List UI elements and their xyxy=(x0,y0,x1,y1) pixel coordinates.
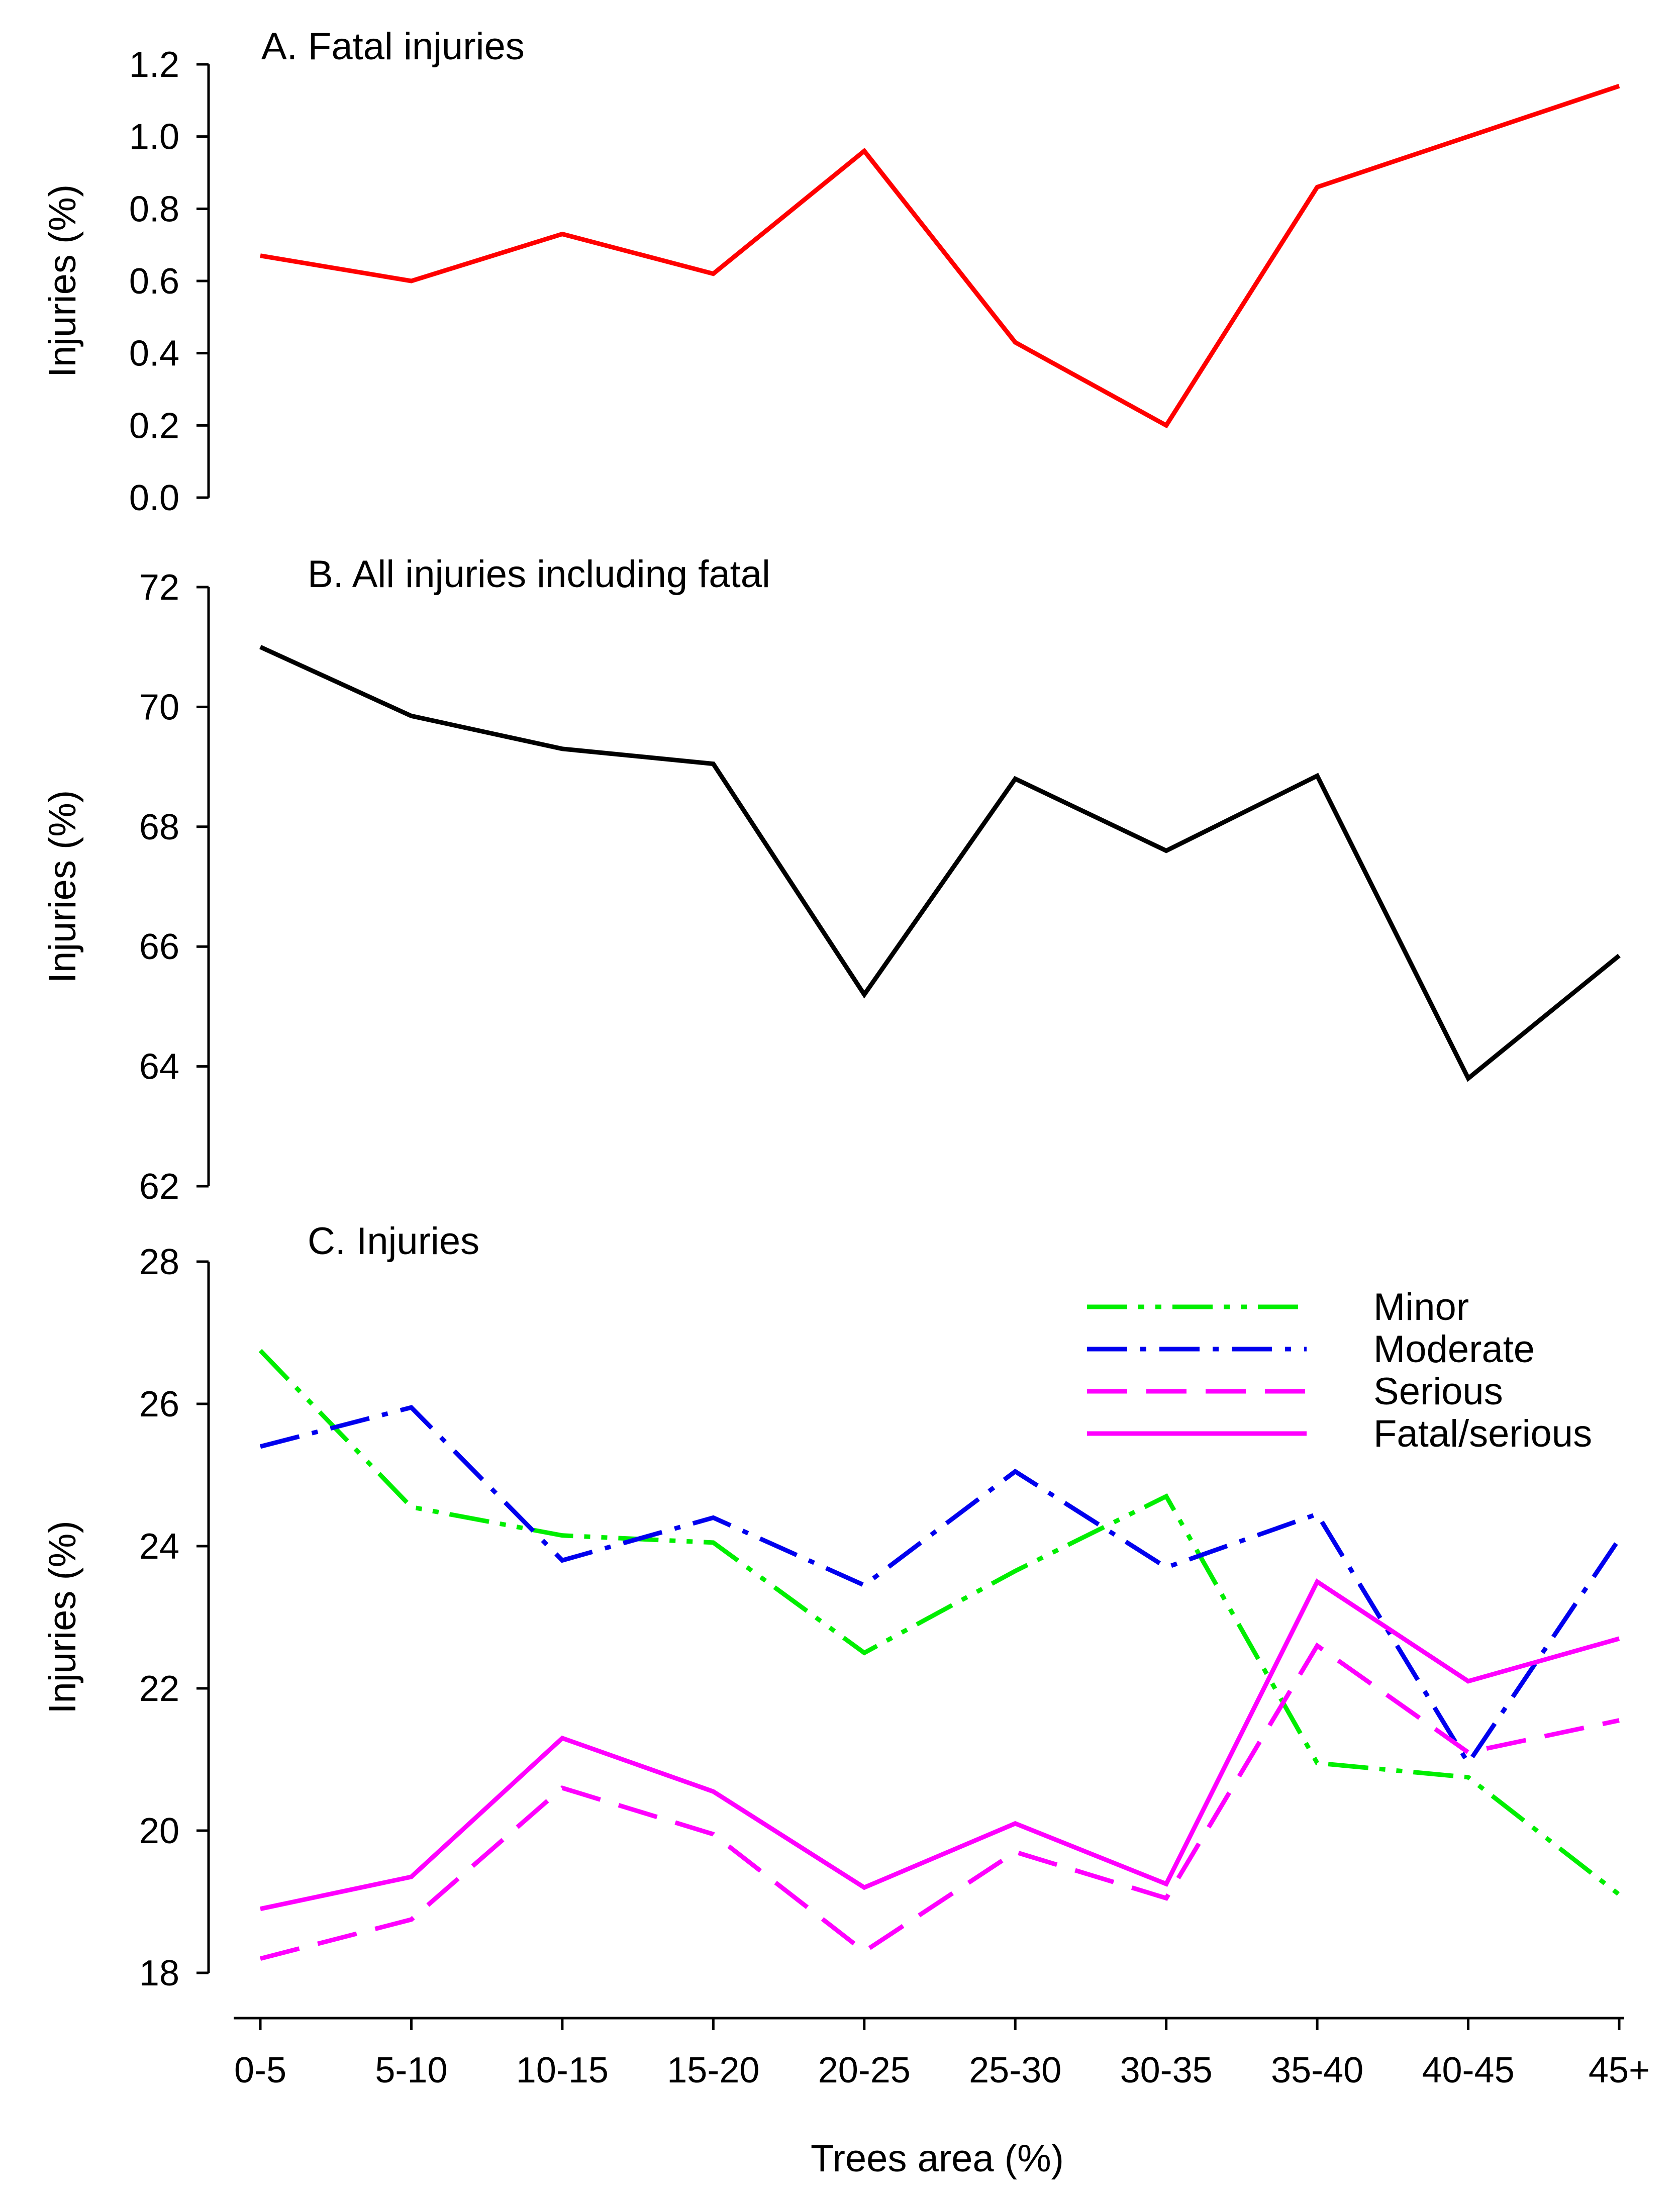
y-tick-label: 28 xyxy=(139,1242,179,1282)
panel-title: C. Injuries xyxy=(308,1220,479,1263)
shared-x-axis: 0-5 5-10 10-15 15-20 20-25 25-30 30-35 35-40 40-… xyxy=(234,2017,1650,2180)
x-tick-label: 15-20 xyxy=(667,2050,759,2090)
x-tick-label: 20-25 xyxy=(818,2050,911,2090)
x-tick-label: 5-10 xyxy=(375,2050,447,2090)
panel-b-all-injuries: B. All injuries including fatal 62 64 66 68 7… xyxy=(41,553,1621,1207)
y-tick-label: 18 xyxy=(139,1953,179,1993)
x-tick-label: 10-15 xyxy=(516,2050,609,2090)
y-tick-label: 64 xyxy=(139,1047,179,1087)
y-tick-label: 0.2 xyxy=(129,406,179,446)
y-tick-label: 68 xyxy=(139,807,179,847)
x-tick-label: 35-40 xyxy=(1271,2050,1363,2090)
y-tick-label: 62 xyxy=(139,1167,179,1207)
y-tick-label: 72 xyxy=(139,567,179,608)
legend-label-moderate: Moderate xyxy=(1373,1328,1535,1371)
x-tick-label: 0-5 xyxy=(234,2050,286,2090)
y-tick-label: 0.8 xyxy=(129,189,179,229)
y-axis-title: Injuries (%) xyxy=(41,184,84,377)
series-line-fatal xyxy=(260,83,1620,429)
x-tick-label: 40-45 xyxy=(1422,2050,1514,2090)
y-tick-label: 70 xyxy=(139,687,179,727)
y-axis-title: Injuries (%) xyxy=(41,1520,84,1714)
legend-label-minor: Minor xyxy=(1373,1286,1469,1328)
series-line-fatal-serious xyxy=(260,1578,1620,1912)
y-tick-label: 1.2 xyxy=(129,45,179,85)
x-tick-label: 25-30 xyxy=(969,2050,1061,2090)
panel-title: A. Fatal injuries xyxy=(261,25,525,68)
y-tick-label: 0.4 xyxy=(129,334,179,374)
y-tick-label: 1.0 xyxy=(129,117,179,157)
x-tick-label: 45+ xyxy=(1589,2050,1650,2090)
legend-label-fatal-serious: Fatal/serious xyxy=(1373,1412,1592,1455)
series-line-serious xyxy=(259,1642,1620,1961)
x-axis-title: Trees area (%) xyxy=(811,2137,1064,2180)
y-tick-label: 24 xyxy=(139,1527,179,1567)
y-tick-label: 22 xyxy=(139,1669,179,1709)
y-tick-label: 66 xyxy=(139,927,179,967)
panel-title: B. All injuries including fatal xyxy=(308,553,770,596)
y-tick-label: 20 xyxy=(139,1811,179,1851)
series-line-all-injuries xyxy=(259,645,1621,1082)
series-line-moderate xyxy=(259,1405,1621,1767)
legend-label-serious: Serious xyxy=(1373,1370,1503,1413)
y-axis-title: Injuries (%) xyxy=(41,790,84,983)
panel-a-fatal-injuries: A. Fatal injuries 0.0 0.2 0.4 0.6 0.8 1.0 1.2 In… xyxy=(41,25,1620,518)
y-tick-label: 0.6 xyxy=(129,261,179,302)
y-tick-label: 26 xyxy=(139,1384,179,1424)
panel-c-injuries: C. Injuries 18 20 22 24 26 28 Injuries (%) Minor… xyxy=(41,1220,1621,1993)
series-line-minor xyxy=(258,1349,1621,1896)
x-tick-label: 30-35 xyxy=(1120,2050,1213,2090)
y-tick-label: 0.0 xyxy=(129,478,179,518)
